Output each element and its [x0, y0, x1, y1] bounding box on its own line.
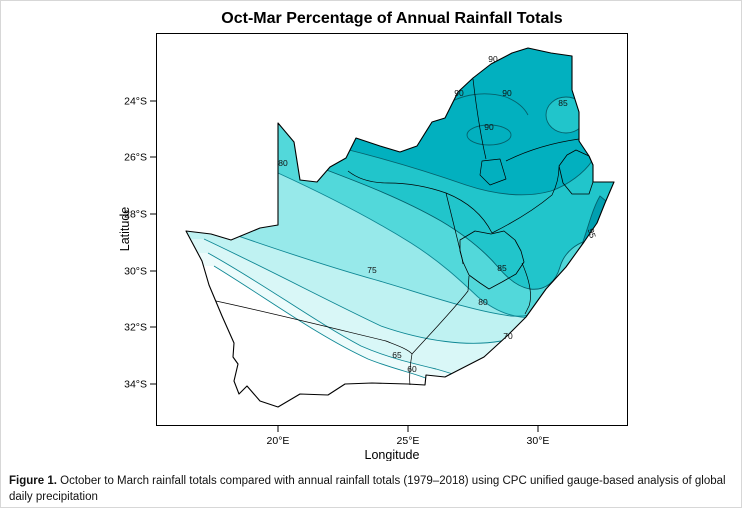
- x-tick-label: 25°E: [397, 435, 420, 447]
- plot-area: 90 90 90 85 90 80 75 85 80 95 70 65 60: [156, 33, 628, 426]
- rainfall-map-figure: Oct-Mar Percentage of Annual Rainfall To…: [118, 10, 628, 461]
- y-tick-label: 34°S: [124, 379, 147, 391]
- contour-line-90-north: [440, 93, 529, 116]
- figure-title: Oct-Mar Percentage of Annual Rainfall To…: [221, 10, 562, 27]
- contour-label: 90: [502, 88, 512, 98]
- contour-label: 80: [278, 158, 288, 168]
- caption-text: October to March rainfall totals compare…: [9, 475, 726, 504]
- axis-ticks: [150, 100, 539, 432]
- contour-label: 70: [503, 331, 513, 341]
- contour-line-85: [307, 162, 599, 290]
- eswatini-border: [558, 149, 594, 195]
- y-axis-title: Latitude: [118, 207, 132, 252]
- contour-label: 75: [367, 265, 377, 275]
- contour-label: 85: [497, 263, 507, 273]
- plot-frame: [156, 33, 628, 426]
- y-tick-label: 28°S: [124, 209, 147, 221]
- x-axis-title: Longitude: [365, 448, 420, 461]
- contour-label: 80: [478, 297, 488, 307]
- y-tick-label: 24°S: [124, 96, 147, 108]
- contour-label: 65: [392, 350, 402, 360]
- contour-label: 90: [454, 88, 464, 98]
- figure-caption: Figure 1. October to March rainfall tota…: [9, 473, 729, 505]
- y-tick-label: 26°S: [124, 152, 147, 164]
- contour-label-group: 90 90 90 85 90 80 75 85 80 95 70 65 60: [278, 54, 598, 374]
- y-tick-label: 30°S: [124, 266, 147, 278]
- contour-label: 90: [488, 54, 498, 64]
- x-tick-label: 30°E: [527, 435, 550, 447]
- lesotho-border: [459, 230, 525, 290]
- province-borders: [215, 78, 580, 386]
- y-tick-label: 32°S: [124, 322, 147, 334]
- contour-label: 95: [586, 227, 598, 239]
- contour-label: 60: [407, 364, 417, 374]
- caption-tag: Figure 1.: [9, 475, 57, 487]
- contour-loop-90: [466, 124, 512, 146]
- contour-label: 85: [558, 98, 568, 108]
- x-tick-label: 20°E: [267, 435, 290, 447]
- contour-label: 90: [484, 122, 494, 132]
